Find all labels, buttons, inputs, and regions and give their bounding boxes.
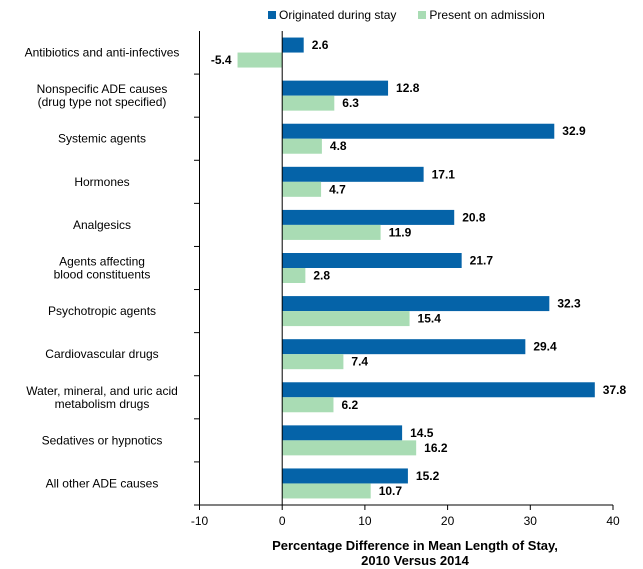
data-label: 17.1 [432, 167, 456, 181]
legend-swatch-originated [268, 11, 276, 19]
category-label: Psychotropic agents [48, 304, 156, 318]
data-label: 15.4 [418, 312, 442, 326]
bar-originated [282, 296, 550, 312]
category-label: All other ADE causes [46, 476, 159, 490]
data-label: 15.2 [416, 469, 440, 483]
data-label: 10.7 [379, 484, 403, 498]
data-label: 12.8 [396, 81, 420, 95]
category-label: Hormones [74, 175, 129, 189]
bar-present [282, 224, 381, 240]
bar-present [282, 138, 322, 154]
data-label: 2.8 [313, 269, 330, 283]
legend-label-present: Present on admission [429, 8, 545, 22]
data-label: 16.2 [424, 441, 448, 455]
bar-present [282, 440, 417, 456]
bar-originated [282, 209, 455, 225]
data-label: 37.8 [603, 383, 627, 397]
category-label: Cardiovascular drugs [45, 347, 158, 361]
bar-originated [282, 425, 403, 441]
bar-originated [282, 37, 304, 53]
data-label: 32.3 [557, 297, 581, 311]
bar-originated [282, 339, 526, 355]
bar-originated [282, 123, 555, 139]
legend-item-originated: Originated during stay [268, 8, 396, 22]
data-label: 29.4 [533, 340, 557, 354]
bar-originated [282, 468, 408, 484]
data-label: 14.5 [410, 426, 434, 440]
data-label: 6.2 [341, 398, 358, 412]
category-label: Nonspecific ADE causes [37, 82, 168, 96]
data-label: -5.4 [211, 53, 232, 67]
category-label: Sedatives or hypnotics [42, 433, 163, 447]
category-label: Water, mineral, and uric acid [26, 384, 178, 398]
category-label: Systemic agents [58, 132, 146, 146]
legend-item-present: Present on admission [418, 8, 545, 22]
bar-present [282, 354, 344, 370]
data-label: 4.8 [330, 139, 347, 153]
bar-present [282, 268, 306, 283]
data-label: 4.7 [329, 182, 346, 196]
bar-originated [282, 166, 424, 182]
data-label: 21.7 [470, 254, 494, 268]
bar-present [282, 95, 335, 111]
x-tick-label: 40 [606, 514, 620, 528]
x-tick-label: 30 [524, 514, 538, 528]
bar-originated [282, 382, 595, 398]
x-tick-label: -10 [191, 514, 209, 528]
category-label: metabolism drugs [55, 397, 150, 411]
x-tick-label: 0 [279, 514, 286, 528]
category-label: Antibiotics and anti-infectives [25, 46, 180, 60]
x-axis-title: Percentage Difference in Mean Length of … [272, 538, 558, 568]
x-tick-label: 20 [441, 514, 455, 528]
bar-originated [282, 80, 389, 96]
category-label: blood constituents [54, 268, 151, 282]
legend-swatch-present [418, 11, 427, 19]
legend: Originated during stay Present on admiss… [268, 8, 545, 22]
data-label: 7.4 [351, 355, 368, 369]
category-label: Agents affecting [59, 255, 145, 269]
legend-label-originated: Originated during stay [279, 8, 397, 22]
data-label: 32.9 [562, 124, 586, 138]
category-label: Analgesics [73, 218, 131, 232]
category-label: (drug type not specified) [38, 95, 167, 109]
bar-present [282, 483, 371, 499]
bar-present [282, 397, 334, 413]
bar-present [282, 181, 322, 197]
bar-originated [282, 253, 462, 268]
data-label: 20.8 [462, 210, 486, 224]
data-label: 11.9 [389, 225, 412, 239]
bar-present [282, 311, 410, 327]
x-tick-label: 10 [358, 514, 372, 528]
data-label: 2.6 [312, 38, 329, 52]
data-label: 6.3 [342, 96, 359, 110]
bar-present [237, 52, 283, 68]
